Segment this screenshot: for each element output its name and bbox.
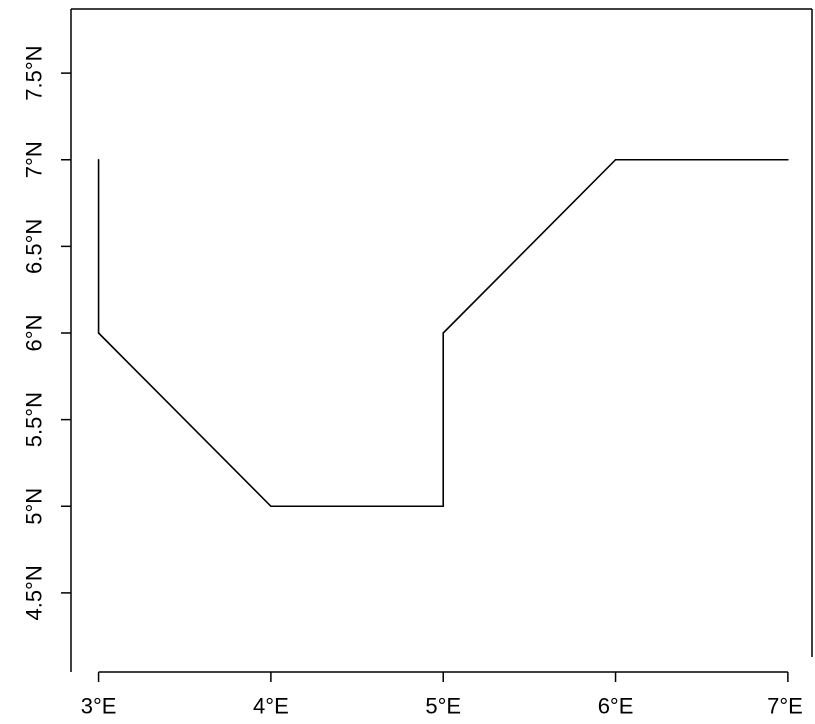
x-axis: 3°E 4°E 5°E 6°E 7°E [70,657,803,719]
y-axis: 4.5°N 5°N 5.5°N 6°N 6.5°N 7°N 7.5°N [22,9,72,657]
series-group [97,158,789,508]
y-tick-label-3: 6°N [22,315,47,352]
data-point-0-4 [442,332,445,334]
x-tick-label-0: 3°E [81,694,117,719]
y-tick-label-1: 5°N [22,488,47,525]
y-tick-label-2: 5.5°N [22,392,47,447]
x-tick-label-4: 7°E [767,694,803,719]
x-tick-label-2: 5°E [425,694,461,719]
plot-frame [71,8,813,657]
data-point-0-1 [97,332,100,334]
data-point-0-0 [97,158,100,161]
data-point-0-6 [787,158,789,161]
y-tick-label-6: 7.5°N [22,45,47,100]
data-point-0-3 [442,505,445,508]
x-tick-label-3: 6°E [598,694,634,719]
data-point-0-2 [270,505,272,508]
y-tick-label-4: 6.5°N [22,219,47,274]
data-point-0-5 [614,158,617,161]
x-tick-label-1: 4°E [253,694,289,719]
y-tick-label-5: 7°N [22,141,47,178]
y-tick-label-0: 4.5°N [22,565,47,620]
